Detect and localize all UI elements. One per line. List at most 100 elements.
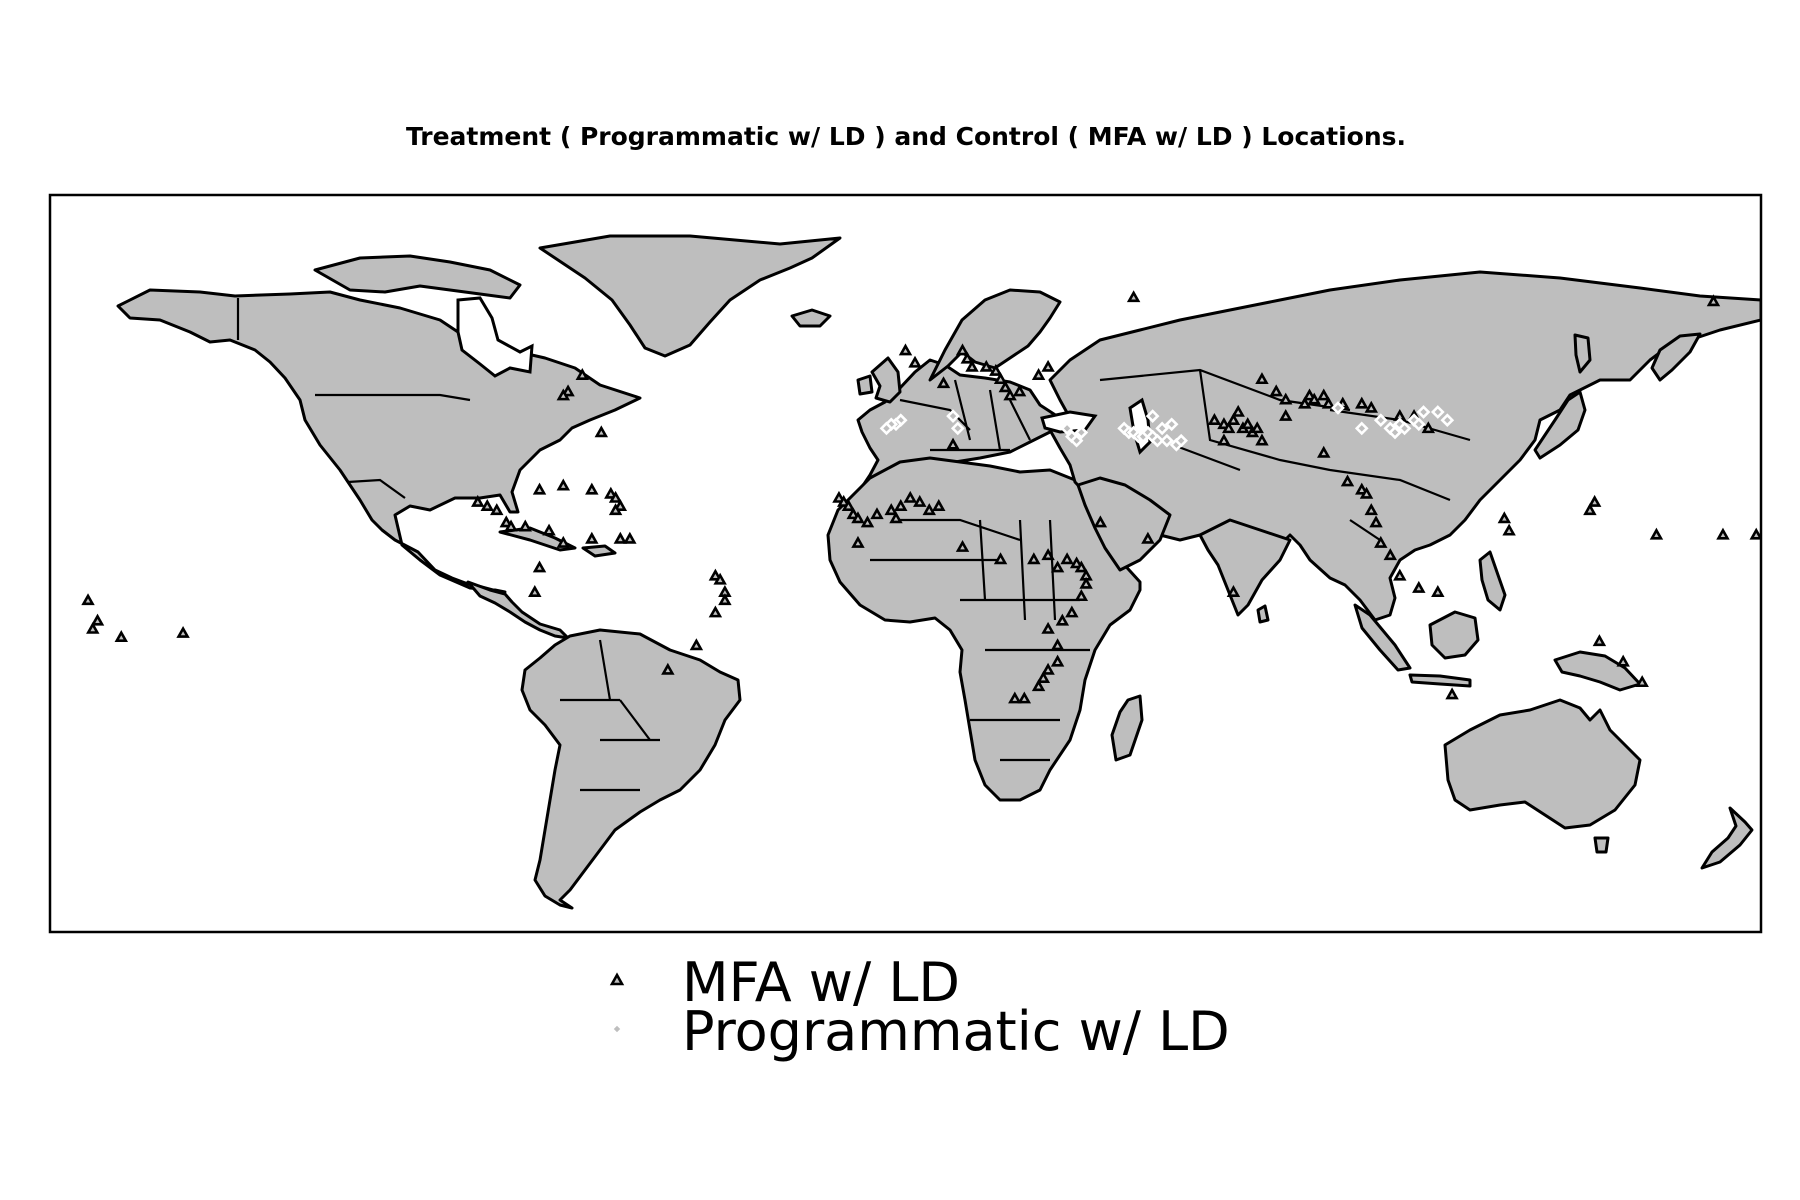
landmass-borneo: [1428, 610, 1480, 660]
landmass-kamchatka: [1650, 332, 1702, 382]
mfa-control-marker: [1364, 400, 1378, 413]
programmatic-treatment-marker: [1411, 417, 1426, 432]
legend: MFA w/ LD Programmatic w/ LD: [609, 951, 1230, 1063]
mfa-control-marker: [689, 638, 704, 651]
mfa-control-marker: [989, 363, 1003, 376]
mfa-control-marker: [1431, 585, 1445, 597]
marker-layer: [81, 290, 1761, 704]
map-frame: [48, 193, 1763, 934]
mfa-control-marker: [1445, 687, 1459, 700]
mfa-control-marker: [898, 343, 913, 356]
landmass-tasmania: [1593, 836, 1610, 854]
mfa-control-marker: [1060, 552, 1074, 565]
mfa-control-marker: [1649, 527, 1664, 540]
mfa-control-marker: [1017, 691, 1032, 704]
mfa-control-marker: [708, 605, 723, 618]
mfa-control-marker: [1207, 413, 1222, 425]
programmatic-treatment-marker: [1397, 421, 1412, 436]
programmatic-treatment-marker: [1160, 433, 1174, 448]
landmass-sakhalin: [1573, 333, 1592, 374]
mfa-control-marker: [613, 531, 628, 544]
chart-title: Treatment ( Programmatic w/ LD ) and Con…: [406, 122, 1406, 151]
mfa-control-marker: [960, 351, 975, 364]
mfa-control-marker: [946, 437, 960, 450]
programmatic-treatment-marker: [1060, 421, 1074, 436]
mfa-control-marker: [608, 503, 623, 516]
landmass-arabia: [1076, 476, 1172, 572]
mfa-control-marker: [518, 519, 533, 532]
mfa-control-marker: [1231, 404, 1245, 417]
mfa-control-marker: [1008, 691, 1022, 704]
mfa-control-marker: [594, 425, 609, 438]
mfa-control-marker: [504, 519, 518, 532]
programmatic-treatment-marker: [1388, 425, 1402, 440]
mfa-control-marker: [908, 355, 922, 368]
borders-south-america: [560, 639, 660, 792]
mfa-control-marker: [661, 662, 675, 675]
landmass-java: [1408, 673, 1472, 688]
mfa-control-marker: [1355, 396, 1369, 409]
landmass-madagascar: [1110, 694, 1144, 762]
mfa-control-marker: [913, 494, 927, 507]
programmatic-treatment-marker: [1331, 401, 1345, 415]
programmatic-treatment-marker: [1174, 433, 1188, 448]
mfa-control-marker: [1065, 605, 1079, 618]
mfa-control-marker: [480, 499, 494, 511]
borders-europe: [899, 379, 1031, 452]
landmass-hispaniola: [581, 544, 617, 558]
mfa-control-marker: [90, 613, 105, 626]
mfa-control-marker: [713, 572, 727, 585]
mfa-control-marker: [1359, 486, 1374, 499]
programmatic-treatment-marker: [1416, 405, 1431, 419]
mfa-control-marker: [1583, 503, 1597, 516]
border-us-mexico: [347, 478, 406, 499]
mfa-control-marker: [1255, 372, 1269, 385]
programmatic-treatment-marker: [1440, 413, 1455, 428]
mfa-control-marker: [1635, 675, 1649, 688]
landmass-india: [1198, 518, 1292, 617]
mfa-control-marker: [81, 593, 95, 606]
mfa-control-marker: [556, 535, 571, 548]
mfa-control-marker: [1240, 417, 1255, 430]
hudson-bay: [456, 296, 534, 378]
mfa-control-marker: [1050, 654, 1065, 667]
landmass-iceland: [790, 308, 832, 328]
mfa-control-marker: [1706, 294, 1721, 307]
mfa-control-marker: [1250, 421, 1264, 434]
programmatic-treatment-marker: [1430, 405, 1445, 419]
mfa-control-marker: [851, 511, 865, 524]
legend-triangle-marker-icon: [609, 972, 625, 986]
programmatic-treatment-marker: [946, 409, 960, 423]
mfa-control-marker: [1036, 670, 1051, 683]
mfa-control-marker: [1369, 515, 1383, 528]
mfa-control-marker: [1041, 548, 1055, 561]
mfa-control-marker: [955, 343, 970, 356]
mfa-control-marker: [1383, 548, 1398, 561]
mfa-control-marker: [1278, 392, 1293, 405]
mfa-control-marker: [841, 499, 856, 511]
mfa-control-marker: [965, 359, 979, 372]
mfa-control-marker: [1041, 621, 1055, 634]
legend-label-mfa: MFA w/ LD: [682, 951, 960, 1014]
mfa-control-marker: [870, 507, 884, 520]
mfa-control-marker: [851, 535, 865, 548]
programmatic-treatment-marker: [1155, 421, 1169, 436]
mfa-control-marker: [1079, 576, 1093, 589]
mfa-control-marker: [86, 621, 100, 634]
mfa-control-marker: [1321, 396, 1336, 409]
mfa-control-marker: [955, 539, 970, 552]
mfa-control-marker: [1012, 384, 1027, 397]
mfa-control-marker: [1126, 290, 1141, 303]
programmatic-treatment-marker: [1069, 433, 1084, 448]
mfa-control-marker: [1393, 568, 1407, 581]
landmass-japan: [1533, 390, 1587, 460]
mfa-control-marker: [1074, 589, 1089, 602]
programmatic-treatment-marker: [1074, 425, 1089, 440]
mfa-control-marker: [528, 585, 542, 597]
landmass-ireland: [856, 374, 874, 396]
mfa-control-marker: [176, 625, 190, 638]
mfa-control-marker: [1269, 384, 1283, 397]
mfa-control-marker: [1587, 494, 1602, 507]
landmass-greenland: [538, 234, 842, 358]
programmatic-treatment-marker: [879, 421, 894, 436]
